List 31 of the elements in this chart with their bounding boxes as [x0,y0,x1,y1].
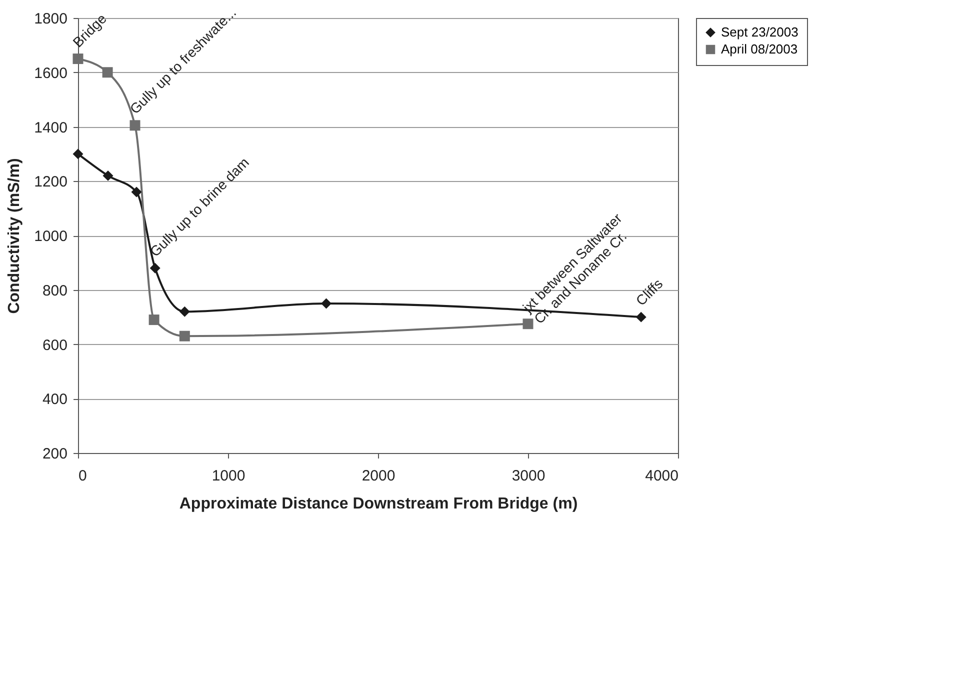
y-tick-label: 1600 [34,64,68,82]
point [179,330,190,342]
x-tick-label: 1000 [212,468,246,484]
x-tick-label: 0 [78,468,87,484]
y-tick-label: 1800 [34,10,68,28]
y-tick-label: 800 [42,282,68,300]
point [130,120,140,131]
point [72,148,84,160]
point [321,298,332,309]
point [148,314,160,326]
point [636,312,646,322]
x-tick-label: 4000 [645,468,678,484]
y-tick-label: 1400 [34,119,68,136]
y-tick-label: 600 [42,336,68,354]
point [102,170,114,181]
point [131,186,142,198]
point [179,306,190,317]
point [72,54,84,64]
y-tick-label: 200 [42,446,68,462]
x-tick-label: 3000 [512,468,546,484]
point [150,262,160,274]
y-axis-title: Conductivity (mS/m) [6,158,24,314]
y-tick-label: 1200 [34,174,68,191]
point [102,67,113,78]
legend-label: Sept 23/2003 [721,24,798,40]
x-axis-title: Approximate Distance Downstream From Bridge (m) [179,496,578,512]
x-tick-label: 2000 [362,468,396,484]
y-tick-label: 1000 [34,228,68,245]
y-tick-label: 400 [42,391,68,408]
point [522,318,534,330]
legend-label: April 08/2003 [721,42,798,56]
